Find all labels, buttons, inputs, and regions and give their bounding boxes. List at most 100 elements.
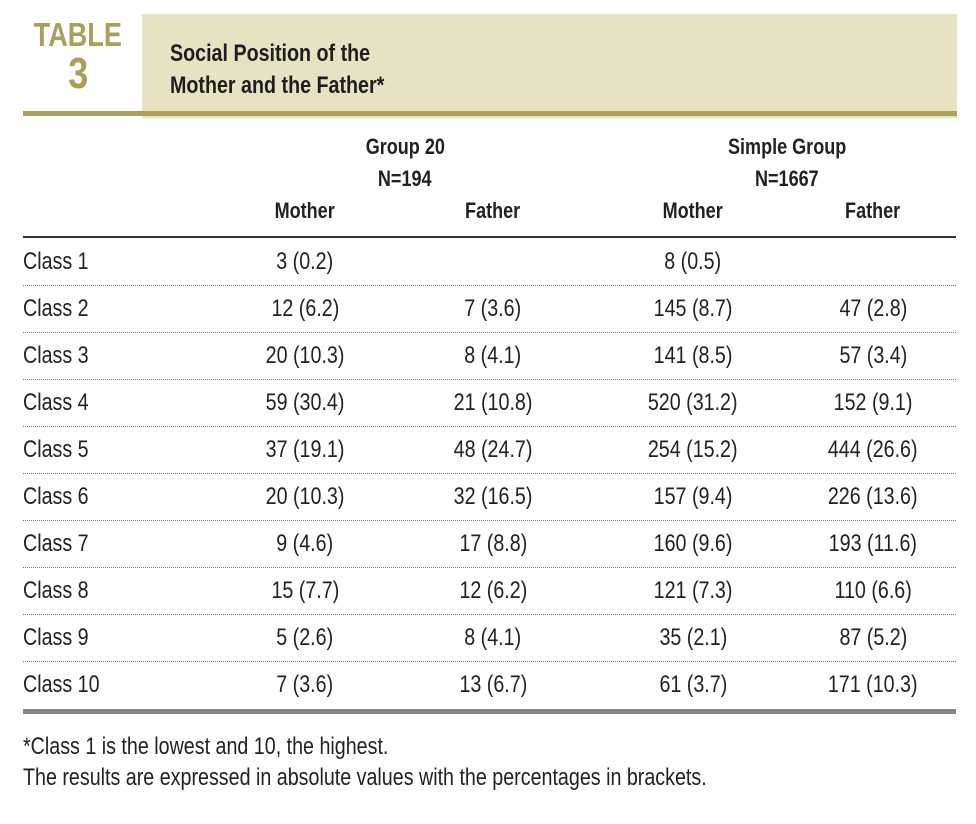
- subheader-father-simple-group: Father: [793, 198, 953, 224]
- row-label-text: Class 7: [23, 530, 89, 557]
- table-cell: 171 (10.3): [793, 670, 953, 700]
- table-cell: 59 (30.4): [225, 388, 385, 418]
- subheader-text: Father: [465, 198, 521, 223]
- group-name: Simple Group: [727, 134, 847, 159]
- cell-value: 8 (4.1): [464, 342, 522, 369]
- table-cell: 20 (10.3): [225, 482, 385, 512]
- group-n-group-20: N=194: [305, 166, 505, 192]
- table-cell: 3 (0.2): [225, 247, 385, 277]
- table-bottom-rule: [23, 709, 956, 714]
- subheader-mother-simple-group: Mother: [613, 198, 773, 224]
- row-separator: [23, 473, 956, 474]
- cell-value: 8 (4.1): [464, 624, 522, 651]
- footnote-text: *Class 1 is the lowest and 10, the highe…: [23, 733, 389, 760]
- row-label: Class 7: [23, 529, 103, 559]
- table-number: 3: [23, 52, 133, 96]
- table-cell: 157 (9.4): [613, 482, 773, 512]
- cell-value: 48 (24.7): [453, 436, 533, 463]
- table-cell: 37 (19.1): [225, 435, 385, 465]
- row-label: Class 10: [23, 670, 116, 700]
- table-cell: 7 (3.6): [413, 294, 573, 324]
- table-number-text: 3: [67, 49, 89, 98]
- table-row: Class 1 3 (0.2) 8 (0.5): [23, 239, 956, 286]
- group-n: N=194: [378, 166, 432, 191]
- cell-value: 17 (8.8): [459, 530, 527, 557]
- table-cell: 8 (4.1): [413, 341, 573, 371]
- table-cell: 254 (15.2): [613, 435, 773, 465]
- row-label-text: Class 8: [23, 577, 89, 604]
- table-row: Class 8 15 (7.7) 12 (6.2) 121 (7.3) 110 (6.6…: [23, 568, 956, 615]
- row-label-text: Class 3: [23, 342, 89, 369]
- table-row: Class 9 5 (2.6) 8 (4.1) 35 (2.1) 87 (5.2): [23, 615, 956, 662]
- group-header-group-20: Group 20: [305, 134, 505, 160]
- header-rule: [23, 111, 957, 116]
- row-label-text: Class 4: [23, 389, 89, 416]
- cell-value: 160 (9.6): [653, 530, 733, 557]
- cell-value: 145 (8.7): [653, 295, 733, 322]
- row-label-text: Class 2: [23, 295, 89, 322]
- row-label: Class 5: [23, 435, 103, 465]
- cell-value: 110 (6.6): [834, 577, 912, 604]
- group-n: N=1667: [755, 166, 819, 191]
- table-title: Social Position of the Mother and the Fa…: [170, 38, 431, 102]
- cell-value: 21 (10.8): [453, 389, 533, 416]
- table-cell: 226 (13.6): [793, 482, 953, 512]
- table-cell: 21 (10.8): [413, 388, 573, 418]
- table-cell: 110 (6.6): [793, 576, 953, 606]
- row-label: Class 3: [23, 341, 103, 371]
- cell-value: 15 (7.7): [271, 577, 339, 604]
- cell-value: 12 (6.2): [271, 295, 339, 322]
- table-cell: 7 (3.6): [225, 670, 385, 700]
- title-line-2: Mother and the Father*: [170, 72, 385, 99]
- footnote-2: The results are expressed in absolute va…: [23, 764, 857, 792]
- cell-value: 59 (30.4): [265, 389, 345, 416]
- subheader-text: Father: [845, 198, 901, 223]
- table-cell: [793, 247, 953, 277]
- table-cell: 87 (5.2): [793, 623, 953, 653]
- subheader-mother-group-20: Mother: [225, 198, 385, 224]
- table-cell: 145 (8.7): [613, 294, 773, 324]
- row-label-text: Class 1: [23, 248, 89, 275]
- footnote-1: *Class 1 is the lowest and 10, the highe…: [23, 733, 469, 761]
- table-number-label: TABLE 3: [23, 18, 133, 96]
- group-header-simple-group: Simple Group: [687, 134, 887, 160]
- table-cell: 121 (7.3): [613, 576, 773, 606]
- cell-value: 20 (10.3): [265, 342, 345, 369]
- cell-value: 12 (6.2): [459, 577, 527, 604]
- row-separator: [23, 614, 956, 615]
- table-cell: [413, 247, 573, 277]
- cell-value: 520 (31.2): [648, 389, 738, 416]
- table-cell: 61 (3.7): [613, 670, 773, 700]
- cell-value: 37 (19.1): [265, 436, 345, 463]
- table-cell: 48 (24.7): [413, 435, 573, 465]
- row-separator: [23, 332, 956, 333]
- cell-value: 157 (9.4): [653, 483, 733, 510]
- table-cell: 9 (4.6): [225, 529, 385, 559]
- table-cell: 193 (11.6): [793, 529, 953, 559]
- table-cell: 12 (6.2): [413, 576, 573, 606]
- row-label: Class 2: [23, 294, 103, 324]
- table-word: TABLE: [23, 18, 133, 51]
- cell-value: 35 (2.1): [659, 624, 727, 651]
- table-cell: 160 (9.6): [613, 529, 773, 559]
- subheader-text: Mother: [662, 198, 724, 223]
- cell-value: 3 (0.2): [276, 248, 334, 275]
- row-label-text: Class 6: [23, 483, 89, 510]
- row-label: Class 9: [23, 623, 103, 653]
- row-separator: [23, 661, 956, 662]
- table-cell: 32 (16.5): [413, 482, 573, 512]
- row-label-text: Class 9: [23, 624, 89, 651]
- cell-value: 8 (0.5): [664, 248, 722, 275]
- footnote-text: The results are expressed in absolute va…: [23, 764, 707, 791]
- cell-value: 7 (3.6): [464, 295, 522, 322]
- table-cell: 5 (2.6): [225, 623, 385, 653]
- table-row: Class 2 12 (6.2) 7 (3.6) 145 (8.7) 47 (2.8): [23, 286, 956, 333]
- table-cell: 444 (26.6): [793, 435, 953, 465]
- cell-value: 13 (6.7): [459, 671, 527, 698]
- row-separator: [23, 520, 956, 521]
- cell-value: 57 (3.4): [839, 342, 907, 369]
- group-n-simple-group: N=1667: [687, 166, 887, 192]
- cell-value: 152 (9.1): [833, 389, 913, 416]
- table-cell: 8 (0.5): [613, 247, 773, 277]
- row-separator: [23, 379, 956, 380]
